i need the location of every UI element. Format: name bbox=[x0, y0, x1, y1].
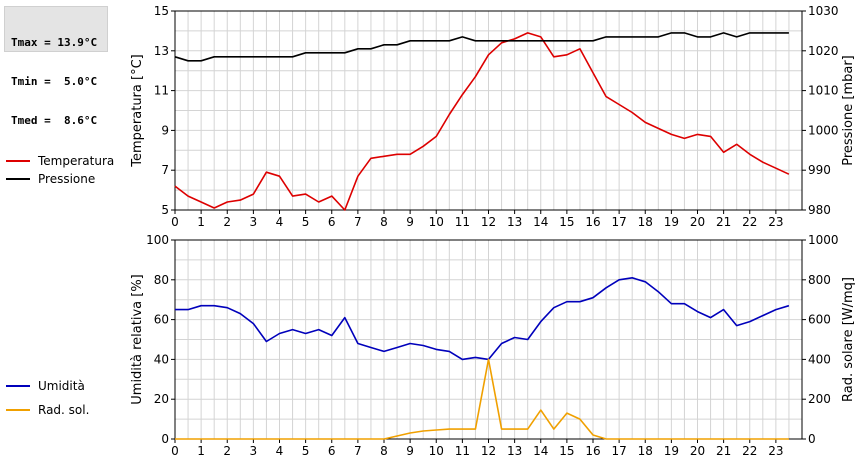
panel2-x-tick-label: 12 bbox=[481, 444, 496, 458]
panel1-x-tick-label: 16 bbox=[585, 215, 600, 229]
panel2-ylabel-right: Rad. solare [W/mq] bbox=[841, 277, 856, 402]
panel1-x-tick-label: 21 bbox=[716, 215, 731, 229]
panel2-x-tick-label: 0 bbox=[171, 444, 179, 458]
panel1-x-tick-label: 22 bbox=[742, 215, 757, 229]
panel2-x-tick-label: 4 bbox=[276, 444, 284, 458]
panel2-series-rad-sol-line bbox=[175, 358, 789, 440]
panel1-x-tick-label: 12 bbox=[481, 215, 496, 229]
panel2-x-tick-label: 20 bbox=[690, 444, 705, 458]
panel1-yright-tick-label: 1020 bbox=[808, 44, 839, 58]
panel2-yright-tick-label: 400 bbox=[808, 352, 831, 366]
panel2-yleft-tick-label: 20 bbox=[154, 392, 169, 406]
panel1-x-tick-label: 11 bbox=[455, 215, 470, 229]
panel2-series-rad-sol-legend-label: Rad. sol. bbox=[38, 403, 89, 417]
panel1-x-tick-label: 20 bbox=[690, 215, 705, 229]
panel2-x-tick-label: 16 bbox=[585, 444, 600, 458]
panel1-x-tick-label: 3 bbox=[250, 215, 258, 229]
panel2-yright-tick-label: 1000 bbox=[808, 233, 839, 247]
panel1-x-tick-label: 19 bbox=[664, 215, 679, 229]
panel1-yright-tick-label: 1000 bbox=[808, 123, 839, 137]
panel1-x-tick-label: 14 bbox=[533, 215, 548, 229]
panel2-x-tick-label: 6 bbox=[328, 444, 336, 458]
panel2-x-tick-label: 11 bbox=[455, 444, 470, 458]
panel2-x-tick-label: 8 bbox=[380, 444, 388, 458]
panel1-series-temperatura-line bbox=[174, 32, 790, 211]
panel2-x-tick-label: 9 bbox=[406, 444, 414, 458]
panel2-yleft-tick-label: 40 bbox=[154, 352, 169, 366]
panel1-x-tick-label: 15 bbox=[559, 215, 574, 229]
stats-box: Tmax = 13.9°C Tmin = 5.0°C Tmed = 8.6°C bbox=[4, 6, 108, 127]
panel1-x-tick-label: 17 bbox=[611, 215, 626, 229]
panel2-x-tick-label: 21 bbox=[716, 444, 731, 458]
panel2-x-tick-label: 3 bbox=[250, 444, 258, 458]
tmax-text: Tmax = 13.9°C bbox=[11, 36, 98, 49]
panel2-yleft-tick-label: 80 bbox=[154, 273, 169, 287]
panel1-yleft-tick-label: 13 bbox=[154, 44, 169, 58]
panel1-ylabel-left: Temperatura [°C] bbox=[130, 54, 145, 167]
panel1-series-pressione-legend-label: Pressione bbox=[38, 172, 95, 186]
panel1-yright-tick-label: 980 bbox=[808, 203, 831, 217]
panel1-ylabel-right: Pressione [mbar] bbox=[841, 55, 856, 166]
tmin-text: Tmin = 5.0°C bbox=[11, 75, 98, 88]
panel1-yright-tick-label: 1030 bbox=[808, 4, 839, 18]
panel2-yleft-tick-label: 100 bbox=[146, 233, 169, 247]
panel2-x-tick-label: 2 bbox=[223, 444, 231, 458]
panel1-yleft-tick-label: 7 bbox=[161, 163, 169, 177]
panel1-x-tick-label: 7 bbox=[354, 215, 362, 229]
panel1-yleft-tick-label: 9 bbox=[161, 123, 169, 137]
panel2-x-tick-label: 7 bbox=[354, 444, 362, 458]
panel1-x-tick-label: 10 bbox=[429, 215, 444, 229]
panel2-series-umidit-legend-label: Umidità bbox=[38, 379, 85, 393]
panel1-yright-tick-label: 1010 bbox=[808, 84, 839, 98]
panel1-x-tick-label: 2 bbox=[223, 215, 231, 229]
panel1-series-temperatura-legend-label: Temperatura bbox=[37, 154, 114, 168]
panel1-x-tick-label: 8 bbox=[380, 215, 388, 229]
panel2-ylabel-left: Umidità relativa [%] bbox=[130, 274, 145, 404]
panel2-x-tick-label: 17 bbox=[611, 444, 626, 458]
panel1-x-tick-label: 1 bbox=[197, 215, 205, 229]
panel2-x-tick-label: 10 bbox=[429, 444, 444, 458]
panel2-x-tick-label: 22 bbox=[742, 444, 757, 458]
panel2-x-tick-label: 18 bbox=[638, 444, 653, 458]
panel1-yright-tick-label: 990 bbox=[808, 163, 831, 177]
panel2-yright-tick-label: 200 bbox=[808, 392, 831, 406]
panel2-x-tick-label: 15 bbox=[559, 444, 574, 458]
panel2-yleft-tick-label: 0 bbox=[161, 432, 169, 446]
panel2-yright-tick-label: 0 bbox=[808, 432, 816, 446]
tmed-text: Tmed = 8.6°C bbox=[11, 114, 98, 127]
panel1-yleft-tick-label: 5 bbox=[161, 203, 169, 217]
panel2-x-tick-label: 5 bbox=[302, 444, 310, 458]
panel1-series-pressione-line bbox=[174, 32, 789, 62]
panel1-x-tick-label: 0 bbox=[171, 215, 179, 229]
panel1-x-tick-label: 23 bbox=[768, 215, 783, 229]
panel1-x-tick-label: 5 bbox=[302, 215, 310, 229]
panel2-x-tick-label: 13 bbox=[507, 444, 522, 458]
panel2-x-tick-label: 19 bbox=[664, 444, 679, 458]
panel1-x-tick-label: 6 bbox=[328, 215, 336, 229]
panel1-yleft-tick-label: 15 bbox=[154, 4, 169, 18]
panel2-x-tick-label: 1 bbox=[197, 444, 205, 458]
panel1-x-tick-label: 13 bbox=[507, 215, 522, 229]
panel2-yright-tick-label: 600 bbox=[808, 313, 831, 327]
panel1-x-tick-label: 18 bbox=[638, 215, 653, 229]
panel2-x-tick-label: 14 bbox=[533, 444, 548, 458]
panel2-series-umidit-line bbox=[175, 276, 790, 361]
panel1-x-tick-label: 9 bbox=[406, 215, 414, 229]
panel1-yleft-tick-label: 11 bbox=[154, 84, 169, 98]
panel1-x-tick-label: 4 bbox=[276, 215, 284, 229]
panel2-x-tick-label: 23 bbox=[768, 444, 783, 458]
panel2-yright-tick-label: 800 bbox=[808, 273, 831, 287]
panel2-yleft-tick-label: 60 bbox=[154, 313, 169, 327]
